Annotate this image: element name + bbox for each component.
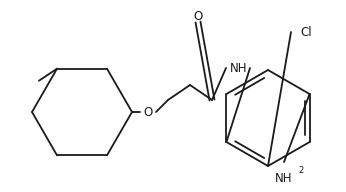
Text: NH: NH [230, 61, 247, 74]
Text: Cl: Cl [300, 26, 312, 39]
Text: NH: NH [275, 172, 293, 185]
Text: 2: 2 [298, 166, 303, 175]
Text: O: O [193, 11, 203, 23]
Text: O: O [143, 105, 153, 118]
